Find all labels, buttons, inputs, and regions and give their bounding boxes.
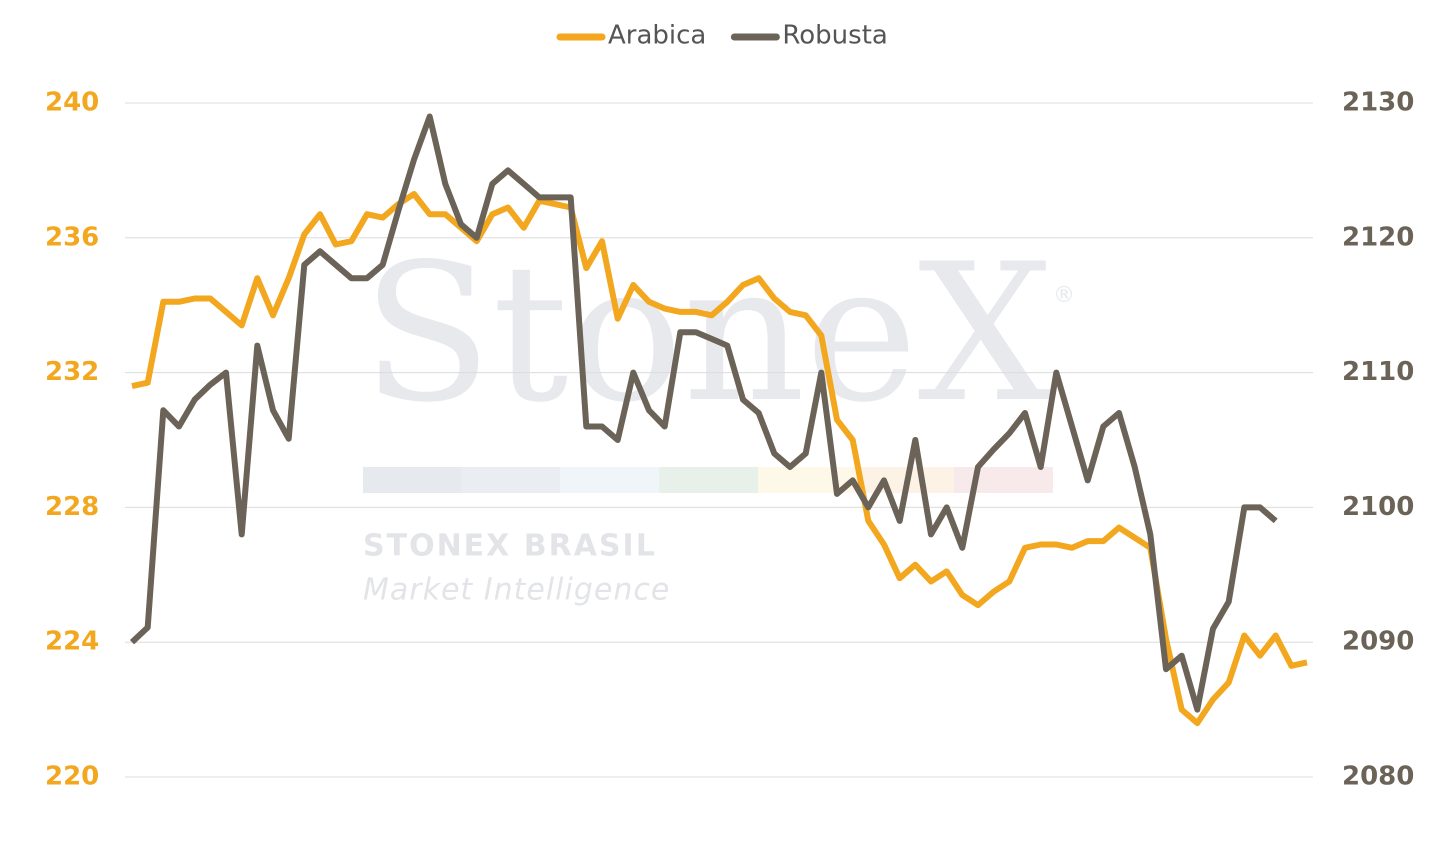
y-tick-label: 240 xyxy=(45,88,99,118)
y-tick-label: 236 xyxy=(45,222,99,252)
stripe xyxy=(363,467,461,493)
legend-label: Robusta xyxy=(782,21,887,51)
y-tick-label: 220 xyxy=(45,762,99,792)
y2-tick-label: 2080 xyxy=(1342,762,1414,792)
y-tick-label: 232 xyxy=(45,357,99,387)
y2-tick-label: 2090 xyxy=(1342,627,1414,657)
line-series xyxy=(129,113,1278,713)
line-series xyxy=(131,191,1308,727)
y2-tick-label: 2130 xyxy=(1342,88,1414,118)
watermark-tagline: Market Intelligence xyxy=(363,573,670,608)
y2-tick-label: 2100 xyxy=(1342,492,1414,522)
y2-tick-label: 2120 xyxy=(1342,222,1414,252)
watermark-mark: ® xyxy=(1053,283,1075,308)
y2-tick-label: 2110 xyxy=(1342,357,1414,387)
watermark-company: STONEX BRASIL xyxy=(363,529,657,564)
y-tick-label: 224 xyxy=(45,627,99,657)
legend-label: Arabica xyxy=(608,21,706,51)
y-tick-label: 228 xyxy=(45,492,99,522)
watermark: StoneX ® STONEX BRASIL Market Intelligen… xyxy=(362,223,1075,608)
watermark-logo: StoneX xyxy=(362,223,1053,444)
stripe xyxy=(954,467,1053,493)
stripe xyxy=(560,467,659,493)
stripe xyxy=(461,467,560,493)
stripe xyxy=(659,467,758,493)
